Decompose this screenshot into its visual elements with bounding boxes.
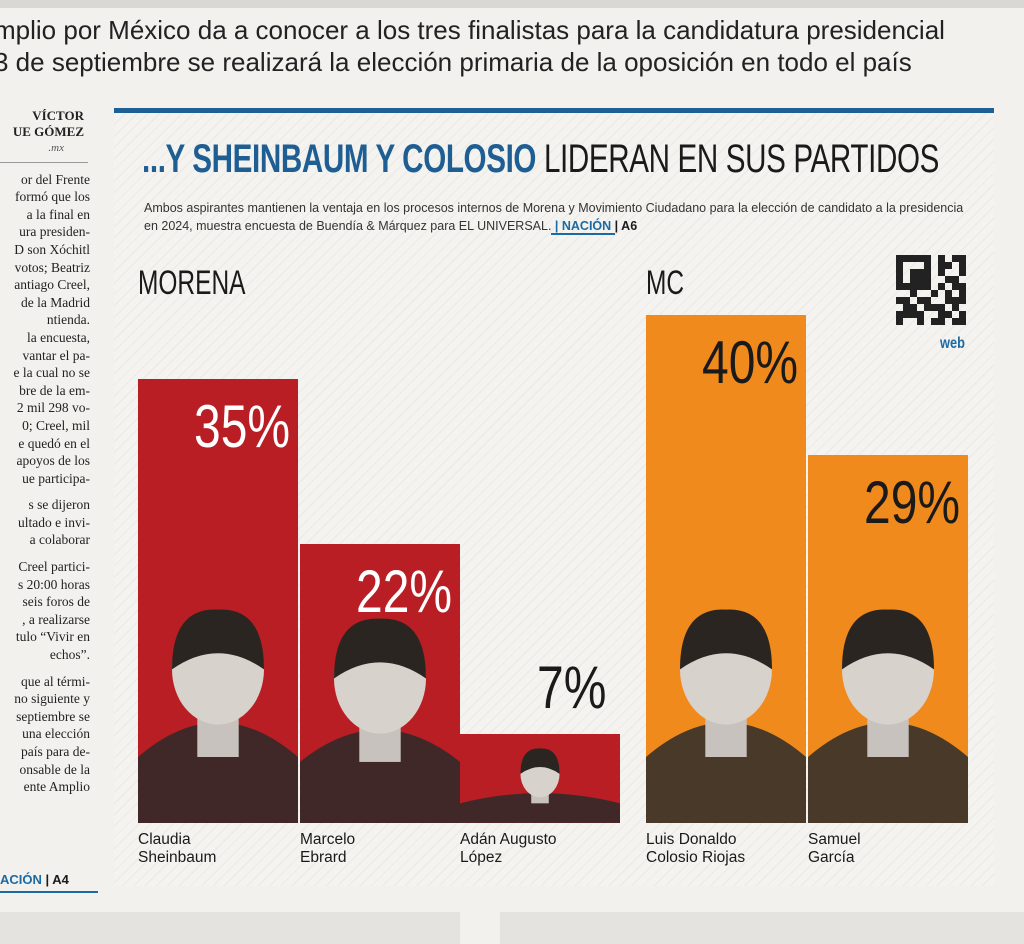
body-text-line: país para de- (21, 744, 90, 759)
candidate-name-line-1: Adán Augusto (460, 831, 557, 848)
candidate-portrait (460, 748, 620, 823)
bar-value-label: 35% (193, 392, 290, 460)
bar-value-label: 7% (537, 654, 607, 722)
headline-line-1: mplio por México da a conocer a los tres… (0, 15, 945, 45)
byline-line-1: VÍCTOR (32, 108, 84, 123)
body-text-line: ntienda. (46, 312, 90, 328)
candidate-name: Adán Augusto López (460, 831, 557, 867)
paragraph-gap (0, 549, 98, 558)
byline-email: .mx (0, 140, 88, 163)
top-rule (0, 0, 1024, 8)
candidate-name: Marcelo Ebrard (300, 831, 355, 867)
body-text-line: seis foros de (22, 594, 91, 610)
bar-value-label: 29% (863, 468, 960, 536)
bar-mc-0: 40% (646, 315, 806, 823)
candidate-name-line-2: Sheinbaum (138, 849, 217, 866)
section-page: A4 (52, 872, 69, 887)
body-text-line: no siguiente y (14, 691, 90, 707)
candidate-name-line-2: García (808, 849, 855, 866)
section-separator: | (41, 872, 53, 887)
candidate-portrait (138, 609, 298, 823)
bar-value-label: 40% (701, 329, 798, 396)
body-text-line: de la Madrid (21, 294, 90, 310)
body-text-line: , a realizarse (22, 611, 90, 627)
footer-strip-right (500, 912, 1024, 944)
chart-subtitle: Ambos aspirantes mantienen la ventaja en… (144, 199, 974, 235)
body-text-line: septiembre se (16, 708, 90, 724)
party-label-mc: MC (646, 264, 685, 302)
byline-line-2: UE GÓMEZ (12, 124, 84, 139)
web-label: web (940, 335, 965, 352)
article-headline: mplio por México da a conocer a los tres… (0, 14, 1024, 78)
body-text-line: que al térmi- (21, 673, 90, 689)
body-text-line: onsable de la (19, 761, 90, 777)
paragraph-gap (0, 664, 98, 673)
paragraph-gap (0, 487, 98, 496)
candidate-name: Claudia Sheinbaum (138, 831, 216, 867)
body-text-line: e quedó en el (18, 435, 90, 451)
party-label-morena: MORENA (138, 264, 246, 302)
body-text-line: tulo “Vivir en (15, 629, 90, 645)
headline-line-2: 3 de septiembre se realizará la elección… (0, 47, 912, 77)
body-text-line: ente Amplio (23, 779, 90, 795)
chart-subtitle-text: Ambos aspirantes mantienen la ventaja en… (144, 201, 964, 233)
body-text-line: a colaborar (29, 532, 90, 548)
body-text-line: D son Xóchitl (14, 241, 90, 257)
body-text-line: ultado e invi- (18, 514, 90, 530)
body-text-line: s 20:00 horas (18, 576, 90, 592)
body-text-line: vantar el pa- (22, 347, 90, 363)
body-text-line: a la final en (26, 206, 90, 222)
chart-title: ...Y SHEINBAUM Y COLOSIO LIDERAN EN SUS … (142, 135, 939, 183)
article-body-text: or del Frente formó que los a la final en u… (0, 171, 98, 796)
candidate-name: Samuel García (808, 831, 861, 867)
candidate-name-line-1: Samuel (808, 831, 861, 848)
body-text-line: apoyos de los (16, 453, 91, 469)
candidate-portrait (300, 618, 460, 823)
candidate-name-line-2: López (460, 849, 503, 866)
footer-strip (0, 912, 460, 944)
article-left-column: VÍCTOR UE GÓMEZ .mx or del Frente formó q… (0, 108, 98, 898)
byline: VÍCTOR UE GÓMEZ (0, 108, 98, 140)
body-text-line: e la cual no se (13, 365, 90, 381)
body-text-line: una elección (22, 726, 90, 742)
body-text-line: la encuesta, (27, 329, 90, 345)
section-name: ACIÓN (0, 872, 42, 887)
candidate-name-line-1: Luis Donaldo (646, 831, 737, 848)
bar-morena-1: 22% (300, 543, 460, 823)
chart-title-highlight: ...Y SHEINBAUM Y COLOSIO (142, 137, 537, 181)
body-text-line: votos; Beatriz (14, 259, 90, 275)
body-text-line: or del Frente (21, 171, 90, 187)
body-text-line: ura presiden- (19, 224, 90, 240)
body-text-line: echos”. (49, 647, 90, 663)
bar-value-label: 22% (355, 557, 452, 625)
candidate-name-line-1: Claudia (138, 831, 191, 848)
body-text-line: ue participa- (22, 470, 90, 486)
body-text-line: bre de la em- (19, 382, 90, 398)
body-text-line: formó que los (15, 189, 90, 205)
subtitle-page-ref: | A6 (614, 219, 638, 233)
qr-code-icon (896, 255, 966, 325)
candidate-name: Luis Donaldo Colosio Riojas (646, 831, 745, 867)
body-text-line: Creel partici- (18, 559, 90, 575)
section-reference: ACIÓN | A4 (0, 872, 98, 893)
body-text-line: 2 mil 298 vo- (16, 400, 90, 416)
candidate-name-line-1: Marcelo (300, 831, 356, 848)
candidate-name-line-2: Ebrard (300, 849, 347, 866)
bar-mc-1: 29% (808, 454, 968, 823)
chart-title-rest: LIDERAN EN SUS PARTIDOS (536, 137, 939, 181)
candidate-portrait (808, 609, 968, 823)
body-text-line: antiago Creel, (14, 277, 90, 293)
infographic-panel: ...Y SHEINBAUM Y COLOSIO LIDERAN EN SUS … (114, 108, 994, 886)
bar-morena-0: 35% (138, 378, 298, 823)
candidate-name-line-2: Colosio Riojas (646, 849, 746, 866)
subtitle-section-ref: | NACIÓN (551, 219, 615, 235)
body-text-line: s se dijeron (28, 497, 91, 513)
body-text-line: 0; Creel, mil (22, 417, 90, 433)
candidate-portrait (646, 609, 806, 823)
bar-morena-2 (460, 734, 620, 823)
